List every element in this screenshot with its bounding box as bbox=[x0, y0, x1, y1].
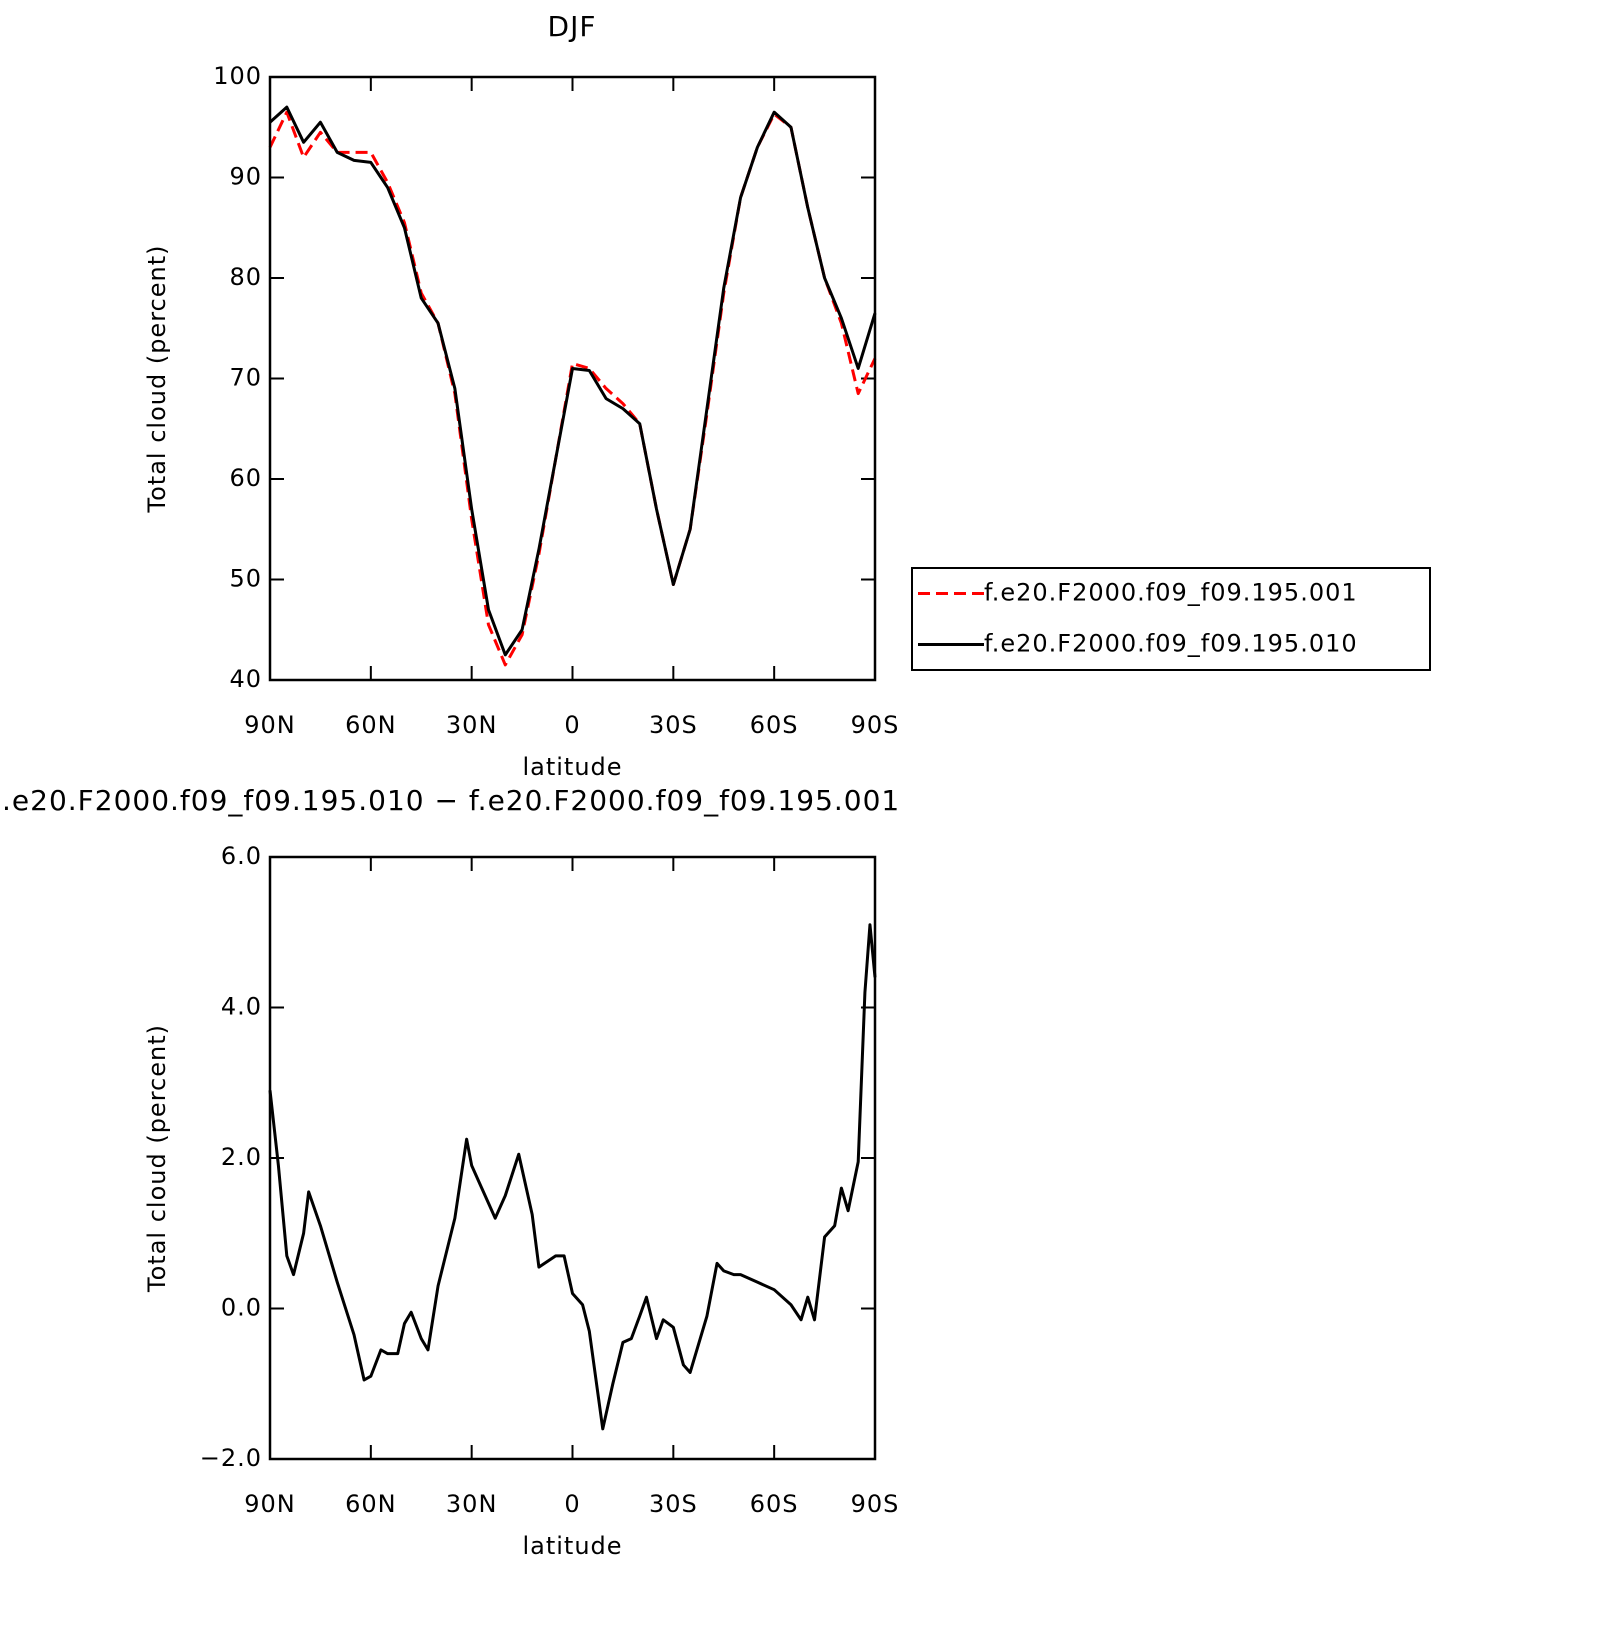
y-tick-label: 100 bbox=[213, 62, 262, 90]
x-tick-label: 0 bbox=[564, 711, 580, 739]
x-tick-label: 30S bbox=[649, 711, 698, 739]
x-tick-label: 30S bbox=[649, 1490, 698, 1518]
y-tick-label: 50 bbox=[229, 565, 262, 593]
y-tick-label: −2.0 bbox=[200, 1444, 262, 1472]
y-axis-label: Total cloud (percent) bbox=[143, 245, 171, 514]
y-tick-label: 70 bbox=[229, 364, 262, 392]
y-tick-label: 4.0 bbox=[221, 993, 262, 1021]
data-line bbox=[268, 105, 877, 657]
data-line bbox=[268, 923, 877, 1431]
plot-frame bbox=[268, 75, 877, 682]
data-line bbox=[268, 110, 877, 667]
x-tick-label: 90S bbox=[851, 1490, 900, 1518]
legend-label: f.e20.F2000.f09_f09.195.001 bbox=[984, 579, 1358, 607]
x-axis-label: latitude bbox=[522, 753, 622, 781]
legend-box bbox=[911, 567, 1431, 671]
x-tick-label: 60S bbox=[750, 711, 799, 739]
y-tick-label: 80 bbox=[229, 263, 262, 291]
x-tick-label: 60S bbox=[750, 1490, 799, 1518]
y-tick-label: 60 bbox=[229, 464, 262, 492]
x-tick-label: 0 bbox=[564, 1490, 580, 1518]
chart-title: DJF bbox=[548, 10, 597, 43]
y-tick-label: 40 bbox=[229, 665, 262, 693]
plot-frame bbox=[268, 855, 877, 1461]
x-axis-label: latitude bbox=[522, 1532, 622, 1560]
chart-title: .e20.F2000.f09_f09.195.010 − f.e20.F2000… bbox=[2, 784, 900, 817]
y-tick-label: 6.0 bbox=[221, 842, 262, 870]
legend-label: f.e20.F2000.f09_f09.195.010 bbox=[984, 630, 1358, 658]
y-axis-label: Total cloud (percent) bbox=[143, 1024, 171, 1293]
x-tick-label: 30N bbox=[446, 1490, 498, 1518]
y-tick-label: 2.0 bbox=[221, 1143, 262, 1171]
x-tick-label: 30N bbox=[446, 711, 498, 739]
x-tick-label: 90N bbox=[244, 1490, 296, 1518]
x-tick-label: 90N bbox=[244, 711, 296, 739]
x-tick-label: 60N bbox=[345, 711, 397, 739]
y-tick-label: 90 bbox=[229, 163, 262, 191]
x-tick-label: 60N bbox=[345, 1490, 397, 1518]
x-tick-label: 90S bbox=[851, 711, 900, 739]
y-tick-label: 0.0 bbox=[221, 1294, 262, 1322]
